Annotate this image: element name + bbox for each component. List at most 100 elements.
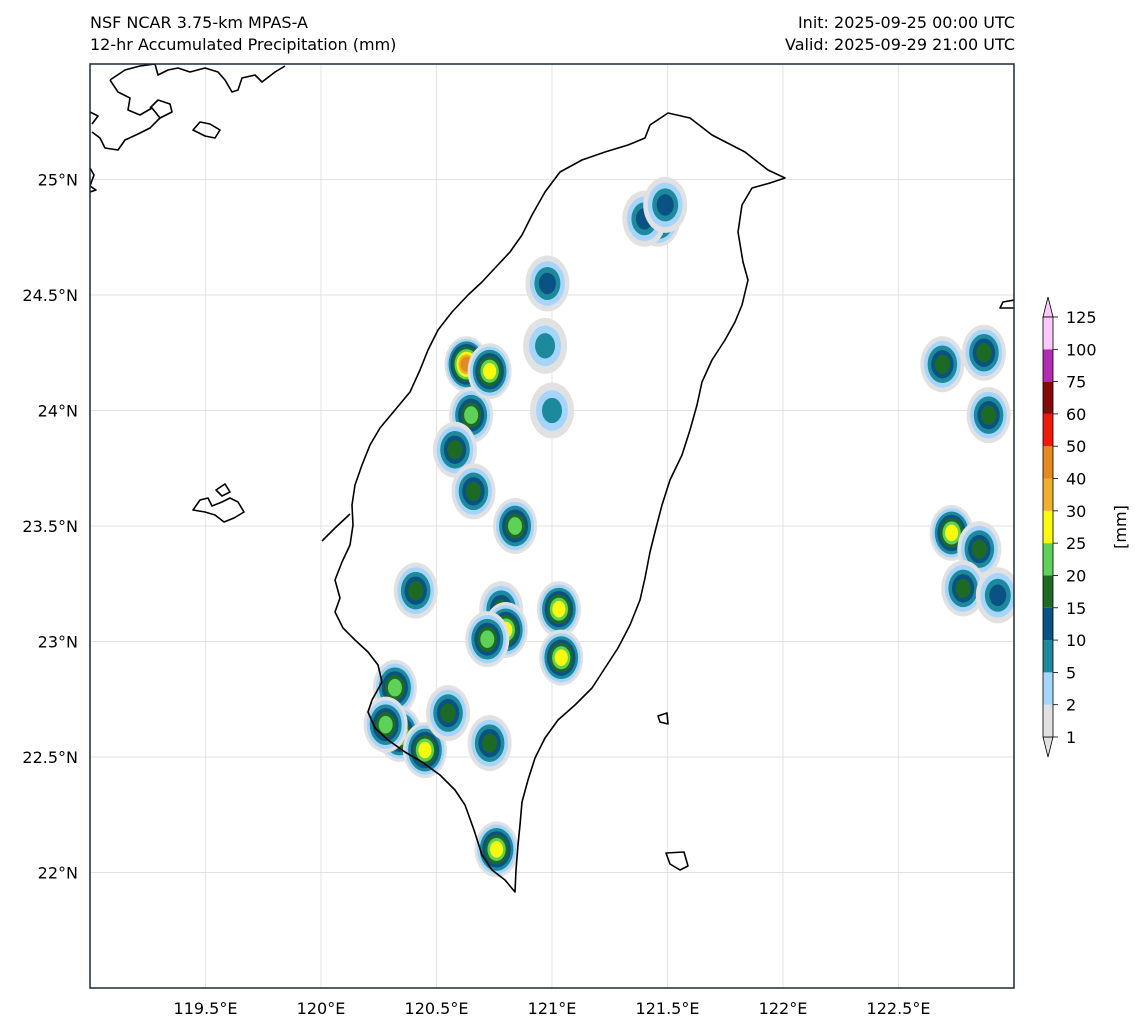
precip-contour <box>465 481 482 501</box>
colorbar-segment <box>1043 317 1053 350</box>
lon-tick-label: 119.5°E <box>174 999 238 1018</box>
precip-contour <box>542 397 562 424</box>
central-cell <box>493 498 538 554</box>
colorbar-tick-label: 2 <box>1066 696 1076 715</box>
precip-contour <box>447 440 463 460</box>
time-info-block: Init: 2025-09-25 00:00 UTC Valid: 2025-0… <box>785 12 1015 56</box>
china-coastline <box>91 79 161 151</box>
china-coastline <box>149 99 173 119</box>
east-offshore-cell <box>961 324 1006 381</box>
lon-tick-label: 121°E <box>528 999 577 1018</box>
colorbar-segment <box>1043 510 1053 544</box>
lat-tick-label: 22°N <box>38 864 78 883</box>
colorbar-tick-label: 50 <box>1066 437 1086 456</box>
colorbar-tick-label: 15 <box>1066 599 1086 618</box>
precip-contour <box>538 272 556 295</box>
lat-tick-label: 25°N <box>38 171 78 190</box>
lon-tick-label: 120°E <box>297 999 346 1018</box>
south-tip-cell <box>474 821 519 878</box>
precip-contour <box>508 517 523 535</box>
east-offshore-cell <box>941 560 986 617</box>
precipitation-field <box>363 176 1014 878</box>
penghu-islands <box>192 497 245 523</box>
lon-tick-label: 122.5°E <box>867 999 931 1018</box>
lat-tick-label: 24°N <box>38 402 78 421</box>
init-time: Init: 2025-09-25 00:00 UTC <box>797 13 1015 32</box>
colorbar-tick-label: 40 <box>1066 470 1086 489</box>
green-island <box>657 712 669 725</box>
china-coastline <box>90 167 97 193</box>
model-title: NSF NCAR 3.75-km MPAS-A <box>90 13 308 32</box>
precip-contour <box>656 194 674 216</box>
colorbar-unit-label: [mm] <box>1111 505 1130 549</box>
colorbar-extend-max <box>1042 296 1054 318</box>
precip-contour <box>482 733 498 753</box>
central-cell <box>393 562 438 619</box>
yonaguni-coastline <box>999 299 1014 309</box>
colorbar-tick-label: 30 <box>1066 502 1086 521</box>
precip-contour <box>489 841 504 858</box>
colorbar-segment <box>1043 349 1053 382</box>
colorbar-extend-min <box>1042 736 1054 758</box>
east-offshore-cell <box>975 567 1014 624</box>
colorbar-segment <box>1043 413 1053 447</box>
central-cell <box>536 581 581 638</box>
precip-contour <box>378 715 393 734</box>
colorbar-tick-label: 20 <box>1066 566 1086 585</box>
colorbar-tick-label: 10 <box>1066 631 1086 650</box>
central-cell <box>465 611 510 668</box>
lat-tick-label: 24.5°N <box>22 286 78 305</box>
precip-contour <box>418 741 432 759</box>
colorbar-tick-label: 5 <box>1066 663 1076 682</box>
northeast-cell <box>643 176 688 233</box>
lat-tick-label: 23°N <box>38 633 78 652</box>
map-frame <box>89 63 1015 989</box>
china-coastline <box>192 121 221 139</box>
coastlines <box>90 64 1014 893</box>
colorbar-segment <box>1043 446 1053 479</box>
central-cell <box>539 629 584 686</box>
precip-contour <box>989 584 1007 607</box>
precip-contour <box>971 539 987 559</box>
precip-contour <box>976 343 992 363</box>
colorbar-outline <box>1042 316 1054 738</box>
colorbar-tick-label: 1 <box>1066 728 1076 747</box>
lat-tick-label: 23.5°N <box>22 517 78 536</box>
precip-contour <box>480 630 495 649</box>
lat-tick-label: 22.5°N <box>22 748 78 767</box>
precip-contour <box>945 524 959 542</box>
central-cell <box>530 382 574 439</box>
east-offshore-cell <box>966 387 1011 444</box>
precip-contour <box>440 703 456 723</box>
precip-contour <box>552 600 566 618</box>
colorbar-segment <box>1043 640 1053 673</box>
colorbar-segment <box>1043 381 1053 414</box>
precip-contour <box>387 678 402 697</box>
precip-contour <box>535 333 556 359</box>
field-title: 12-hr Accumulated Precipitation (mm) <box>90 35 397 54</box>
west-taiwan-cell <box>432 421 477 478</box>
penghu-islands <box>215 483 231 497</box>
lon-tick-label: 120.5°E <box>405 999 469 1018</box>
orchid-island <box>665 851 689 871</box>
valid-time: Valid: 2025-09-29 21:00 UTC <box>784 35 1015 54</box>
colorbar-tick-label: 60 <box>1066 405 1086 424</box>
colorbar-segment <box>1043 672 1053 705</box>
china-coastline <box>90 111 99 125</box>
colorbar-tick-label: 75 <box>1066 373 1086 392</box>
west-taiwan-cell <box>467 343 512 400</box>
colorbar-tick-label: 100 <box>1066 340 1097 359</box>
taiwan-coastline <box>334 112 786 893</box>
precip-contour <box>955 578 971 598</box>
colorbar-segment <box>1043 704 1053 737</box>
precip-contour <box>408 581 424 601</box>
colorbar-segment <box>1043 543 1053 576</box>
central-cell <box>523 317 568 374</box>
southwest-cell <box>426 685 471 742</box>
precip-contour <box>980 405 997 425</box>
lon-tick-label: 121.5°E <box>636 999 700 1018</box>
gridlines <box>90 64 1014 988</box>
colorbar-segment <box>1043 478 1053 511</box>
